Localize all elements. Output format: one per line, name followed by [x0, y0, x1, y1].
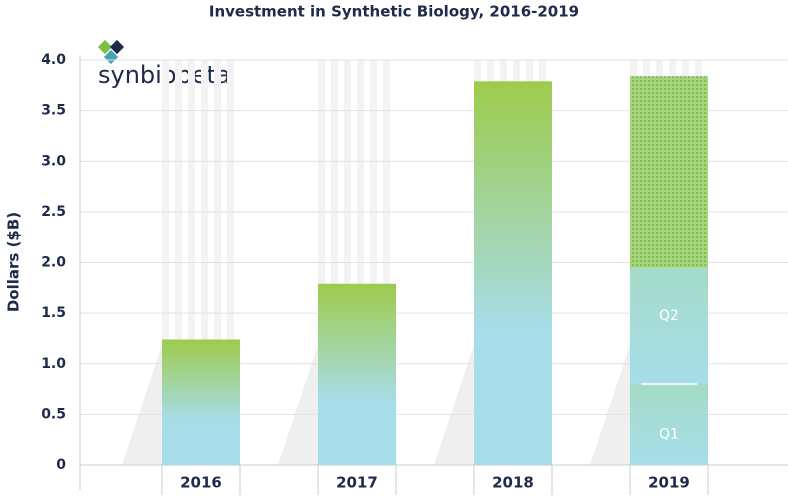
segment-label: Q1 — [659, 427, 679, 443]
y-axis-label: Dollars ($B) — [5, 212, 23, 312]
y-tick-label: 3.0 — [41, 153, 66, 169]
bar-segment — [630, 384, 708, 465]
bar — [474, 81, 552, 465]
y-tick-label: 2.0 — [41, 255, 66, 271]
y-tick-label: 4.0 — [41, 52, 66, 68]
x-tick-label: 2018 — [492, 474, 534, 492]
x-tick-label: 2017 — [336, 474, 378, 492]
y-tick-label: 1.5 — [41, 305, 66, 321]
y-tick-label: 1.0 — [41, 356, 66, 372]
bar — [630, 76, 708, 268]
y-tick-label: 3.5 — [41, 103, 66, 119]
y-tick-label: 2.5 — [41, 204, 66, 220]
x-tick-label: 2016 — [180, 474, 222, 492]
segment-label: Q2 — [659, 308, 679, 324]
y-tick-label: 0 — [56, 457, 66, 473]
bar — [318, 283, 396, 465]
y-tick-label: 0.5 — [41, 406, 66, 422]
bar — [162, 339, 240, 465]
bar-segment — [630, 267, 708, 384]
x-tick-label: 2019 — [648, 474, 690, 492]
chart-title: Investment in Synthetic Biology, 2016-20… — [209, 3, 579, 21]
